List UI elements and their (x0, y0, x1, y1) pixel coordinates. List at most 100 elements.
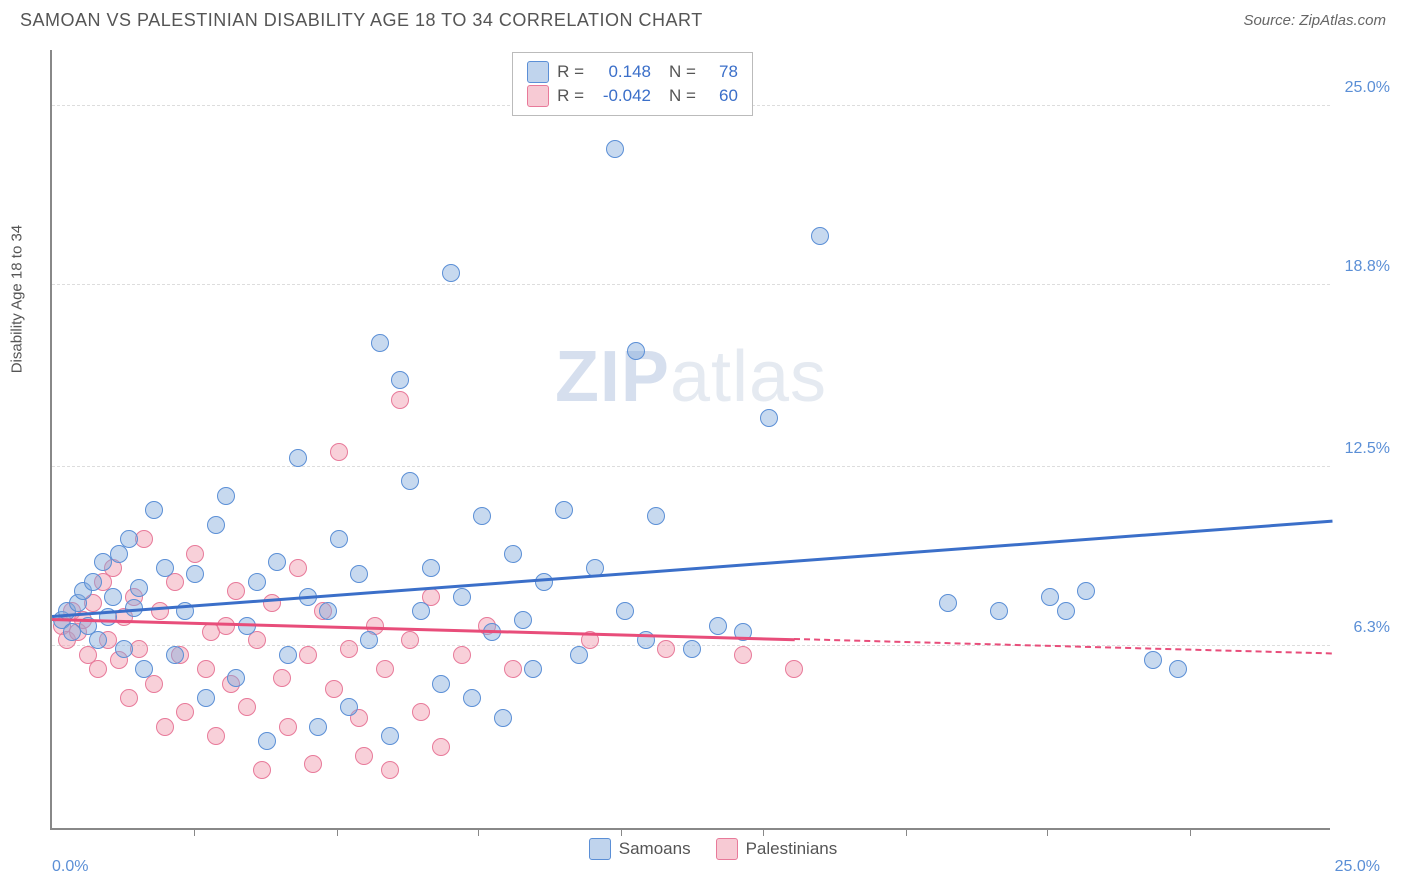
n-label: N = (669, 62, 696, 82)
samoans-point (84, 573, 102, 591)
samoans-point (1057, 602, 1075, 620)
palestinians-point (135, 530, 153, 548)
legend-item: Palestinians (716, 838, 838, 860)
samoans-point (647, 507, 665, 525)
n-label: N = (669, 86, 696, 106)
palestinians-point (151, 602, 169, 620)
samoans-point (135, 660, 153, 678)
trend-line-palestinians (52, 618, 794, 641)
legend-item: Samoans (589, 838, 691, 860)
source-attribution: Source: ZipAtlas.com (1243, 12, 1386, 29)
palestinians-point (785, 660, 803, 678)
palestinians-point (734, 646, 752, 664)
samoans-point (432, 675, 450, 693)
palestinians-point (330, 443, 348, 461)
samoans-point (207, 516, 225, 534)
samoans-point (309, 718, 327, 736)
stat-legend: R = 0.148 N = 78 R = -0.042 N = 60 (512, 52, 753, 116)
x-tick (1190, 828, 1191, 836)
samoans-point (1077, 582, 1095, 600)
samoans-point (494, 709, 512, 727)
samoans-point (555, 501, 573, 519)
palestinians-point (120, 689, 138, 707)
legend-label: Palestinians (746, 839, 838, 859)
samoans-point (330, 530, 348, 548)
samoans-point (990, 602, 1008, 620)
samoans-point (197, 689, 215, 707)
palestinians-point (325, 680, 343, 698)
samoans-point (104, 588, 122, 606)
palestinians-point (279, 718, 297, 736)
r-value: -0.042 (596, 86, 651, 106)
samoans-point (350, 565, 368, 583)
palestinians-point (217, 617, 235, 635)
samoans-point (145, 501, 163, 519)
palestinians-point (376, 660, 394, 678)
palestinians-point (263, 594, 281, 612)
x-tick (478, 828, 479, 836)
palestinians-point (355, 747, 373, 765)
r-label: R = (557, 86, 584, 106)
palestinians-point (197, 660, 215, 678)
palestinians-point (391, 391, 409, 409)
samoans-point (227, 669, 245, 687)
samoans-point (1144, 651, 1162, 669)
legend-swatch (589, 838, 611, 860)
palestinians-point (299, 646, 317, 664)
samoans-point (709, 617, 727, 635)
palestinians-point (340, 640, 358, 658)
x-tick (1047, 828, 1048, 836)
samoans-point (89, 631, 107, 649)
palestinians-point (238, 698, 256, 716)
samoans-point (130, 579, 148, 597)
r-value: 0.148 (596, 62, 651, 82)
chart-header: SAMOAN VS PALESTINIAN DISABILITY AGE 18 … (0, 0, 1406, 36)
samoans-point (401, 472, 419, 490)
samoans-point (514, 611, 532, 629)
r-label: R = (557, 62, 584, 82)
palestinians-point (657, 640, 675, 658)
palestinians-point (227, 582, 245, 600)
palestinians-point (145, 675, 163, 693)
legend-label: Samoans (619, 839, 691, 859)
samoans-point (381, 727, 399, 745)
palestinians-point (207, 727, 225, 745)
palestinians-point (432, 738, 450, 756)
palestinians-point (401, 631, 419, 649)
x-tick (337, 828, 338, 836)
samoans-point (360, 631, 378, 649)
samoans-point (258, 732, 276, 750)
samoans-point (115, 640, 133, 658)
grid-line (52, 284, 1330, 285)
palestinians-point (166, 573, 184, 591)
samoans-point (453, 588, 471, 606)
chart-title: SAMOAN VS PALESTINIAN DISABILITY AGE 18 … (20, 10, 703, 31)
samoans-point (166, 646, 184, 664)
palestinians-point (89, 660, 107, 678)
x-max-label: 25.0% (1335, 858, 1380, 876)
samoans-point (524, 660, 542, 678)
stat-legend-row: R = 0.148 N = 78 (527, 61, 738, 83)
palestinians-point (412, 703, 430, 721)
samoans-point (412, 602, 430, 620)
samoans-point (371, 334, 389, 352)
y-tick-label: 12.5% (1345, 440, 1390, 458)
samoans-point (1041, 588, 1059, 606)
samoans-point (939, 594, 957, 612)
x-min-label: 0.0% (52, 858, 88, 876)
n-value: 78 (708, 62, 738, 82)
x-tick (906, 828, 907, 836)
samoans-point (683, 640, 701, 658)
samoans-point (156, 559, 174, 577)
samoans-point (279, 646, 297, 664)
samoans-point (606, 140, 624, 158)
n-value: 60 (708, 86, 738, 106)
y-axis-title: Disability Age 18 to 34 (9, 225, 26, 373)
samoans-point (289, 449, 307, 467)
legend-swatch (527, 61, 549, 83)
samoans-point (319, 602, 337, 620)
y-tick-label: 18.8% (1345, 258, 1390, 276)
bottom-legend: Samoans Palestinians (589, 838, 838, 860)
samoans-point (616, 602, 634, 620)
palestinians-point (304, 755, 322, 773)
